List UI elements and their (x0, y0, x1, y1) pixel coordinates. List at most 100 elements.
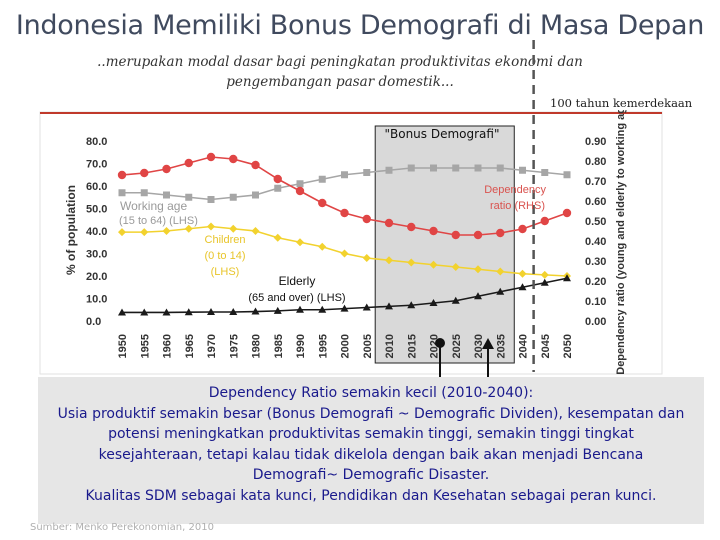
left-tick-label: 50.0 (86, 204, 107, 216)
data-point-working_age (496, 164, 504, 172)
data-point-elderly (251, 307, 260, 315)
x-tick-label: 2035 (495, 334, 507, 358)
children-label-1: Children (205, 234, 246, 246)
subtitle-line-1: ..merupakan modal dasar bagi peningkatan… (97, 54, 583, 70)
x-tick-label: 2040 (518, 334, 530, 358)
x-tick-label: 2030 (473, 334, 485, 358)
data-point-dependency (206, 152, 216, 162)
left-tick-label: 20.0 (86, 271, 107, 283)
x-tick-label: 1970 (206, 334, 218, 358)
x-tick-label: 1990 (295, 334, 307, 358)
data-point-working_age (274, 184, 282, 192)
right-tick-label: 0.80 (585, 156, 606, 168)
data-point-working_age (318, 175, 326, 183)
conclusion-line-4: kesejahteraan, tetapi kalau tidak dikelo… (98, 446, 644, 463)
data-point-working_age (385, 166, 393, 174)
right-tick-label: 0.40 (585, 236, 606, 248)
data-point-elderly (385, 302, 393, 310)
data-point-dependency (429, 226, 438, 236)
right-tick-label: 0.00 (585, 316, 606, 328)
data-point-elderly (451, 296, 460, 304)
series-layer (117, 152, 572, 316)
slide-subtitle: ..merupakan modal dasar bagi peningkatan… (60, 52, 620, 92)
x-axis-ticks: 1950 1955 1960 1965 1970 1975 1980 1985 1990 1995… (117, 334, 574, 358)
subtitle-line-2: pengembangan pasar domestik... (226, 74, 454, 90)
left-tick-label: 30.0 (86, 249, 107, 261)
data-point-working_age (341, 171, 348, 179)
x-tick-label: 2015 (406, 334, 418, 358)
left-tick-label: 60.0 (86, 181, 107, 193)
x-tick-label: 2005 (362, 334, 374, 358)
data-point-elderly (518, 283, 527, 291)
elderly-label-1: Elderly (279, 274, 316, 288)
data-point-children (207, 222, 215, 231)
data-point-working_age (430, 164, 437, 172)
data-point-children (540, 270, 549, 279)
data-point-dependency (340, 208, 349, 218)
data-point-working_age (140, 189, 148, 197)
data-point-dependency (518, 224, 527, 234)
data-point-working_age (118, 189, 126, 197)
x-tick-label: 1975 (228, 334, 240, 358)
conclusion-line-3: potensi meningkatkan produktivitas semak… (108, 426, 634, 443)
left-axis-ticks: 0.0 10.0 20.0 30.0 40.0 50.0 60.0 70.0 80.0 (86, 136, 107, 328)
right-axis-title: Dependency ratio (young and elderly to w… (615, 97, 627, 375)
x-tick-label: 2050 (562, 334, 574, 358)
right-tick-label: 0.10 (585, 296, 606, 308)
data-point-children (273, 233, 282, 242)
right-tick-label: 0.60 (585, 196, 606, 208)
data-point-dependency (117, 170, 127, 180)
data-point-elderly (118, 308, 126, 316)
data-point-elderly (429, 299, 438, 306)
data-point-dependency (229, 154, 238, 164)
data-point-elderly (496, 287, 505, 295)
x-tick-label: 1980 (251, 334, 263, 358)
data-point-children (518, 269, 527, 278)
data-point-elderly (540, 278, 549, 286)
data-point-elderly (563, 274, 571, 282)
left-tick-label: 0.0 (86, 316, 101, 328)
data-point-elderly (273, 306, 282, 314)
x-tick-label: 2010 (384, 334, 396, 358)
conclusion-line-5: Demografi~ Demografic Disaster. (252, 467, 490, 484)
left-axis-title: % of population (64, 185, 78, 275)
conclusion-line-1: Dependency Ratio semakin kecil (2010-204… (208, 385, 534, 401)
data-point-children (162, 227, 171, 235)
right-axis-ticks: 0.00 0.10 0.20 0.30 0.40 0.50 0.60 0.70 0.80 0.90 (585, 136, 606, 328)
x-tick-label: 1960 (162, 334, 174, 358)
data-point-elderly (296, 305, 304, 313)
right-tick-label: 0.30 (585, 256, 606, 268)
data-point-children (184, 224, 193, 233)
chart-frame (39, 111, 663, 375)
data-point-working_age (519, 166, 526, 174)
x-tick-label: 2045 (540, 334, 552, 358)
data-point-dependency (273, 174, 282, 184)
left-tick-label: 80.0 (86, 136, 107, 148)
x-tick-label: 1965 (184, 334, 196, 358)
data-point-dependency (140, 168, 149, 178)
data-point-dependency (251, 160, 260, 170)
data-point-children (496, 267, 505, 276)
data-point-children (140, 228, 149, 237)
data-point-children (318, 242, 327, 251)
data-point-working_age (185, 193, 193, 201)
data-point-working_age (296, 180, 304, 188)
data-point-children (474, 265, 482, 274)
data-point-dependency (496, 228, 505, 238)
data-point-children (429, 260, 438, 269)
slide-title: Indonesia Memiliki Bonus Demografi di Ma… (15, 10, 705, 41)
x-tick-label: 1995 (317, 334, 329, 358)
x-tick-label: 1955 (139, 334, 151, 358)
working-age-label-2: (15 to 64) (LHS) (119, 215, 198, 227)
data-point-dependency (407, 222, 416, 232)
data-point-working_age (229, 193, 237, 201)
data-point-working_age (452, 164, 460, 172)
data-point-elderly (162, 308, 171, 316)
data-point-working_age (474, 164, 482, 172)
right-tick-label: 0.90 (585, 136, 606, 148)
data-point-working_age (163, 191, 170, 199)
children-label-2: (0 to 14) (205, 250, 246, 262)
left-tick-label: 10.0 (86, 294, 107, 306)
data-point-children (229, 224, 238, 233)
